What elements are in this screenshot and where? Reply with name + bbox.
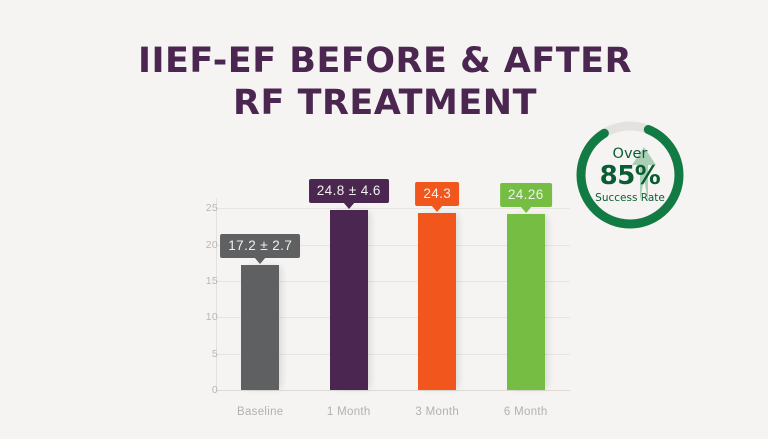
- badge-over-label: Over: [612, 145, 648, 162]
- badge-sub-label: Success Rate: [595, 191, 665, 204]
- bar[interactable]: [506, 213, 545, 390]
- x-tick-label: 3 Month: [415, 406, 460, 418]
- page-title: IIEF-EF BEFORE & AFTER RF TREATMENT: [60, 40, 710, 124]
- tooltip-pointer: [254, 256, 267, 264]
- title-line-2: RF TREATMENT: [233, 83, 537, 123]
- success-rate-badge: Over 85% Success Rate: [572, 117, 688, 233]
- bar[interactable]: [241, 264, 280, 390]
- bar[interactable]: [418, 213, 457, 390]
- badge-percent-label: 85%: [599, 160, 661, 191]
- y-tick-label: 10: [205, 311, 218, 324]
- x-tick-label: 1 Month: [326, 406, 371, 418]
- y-tick-label: 20: [205, 238, 218, 251]
- title-line-1: IIEF-EF BEFORE & AFTER: [137, 41, 633, 81]
- x-axis-line: [216, 390, 570, 391]
- y-tick-label: 15: [205, 274, 218, 287]
- bar-chart: 0 5 10 15 20 25 17.2 ± 2.7 24.8 ± 4.6 24.3 24.26…: [180, 178, 570, 435]
- bar-value-label: 24.26: [499, 182, 552, 213]
- gridline: [216, 280, 570, 282]
- gridline: [216, 244, 570, 246]
- bar-value-label: 24.8 ± 4.6: [308, 178, 389, 209]
- tooltip-pointer: [431, 205, 444, 213]
- y-axis-line: [216, 198, 217, 390]
- tooltip-pointer: [342, 201, 355, 209]
- badge-text-block: Over 85% Success Rate: [572, 117, 688, 233]
- x-tick-label: Baseline: [236, 406, 284, 418]
- gridline: [216, 317, 570, 319]
- up-arrow-icon: [632, 147, 656, 201]
- gridline: [216, 353, 570, 355]
- y-tick-label: 0: [211, 384, 218, 396]
- bar-value-label: 24.3: [415, 182, 460, 213]
- gridline: [216, 208, 570, 210]
- x-tick-label: 6 Month: [503, 406, 548, 418]
- bar-value-label: 17.2 ± 2.7: [220, 233, 301, 264]
- y-tick-label: 5: [211, 347, 218, 360]
- y-tick-label: 25: [205, 202, 218, 215]
- bar[interactable]: [329, 209, 368, 390]
- ring-progress: [576, 121, 684, 229]
- badge-ring-graphic: [576, 121, 684, 229]
- tooltip-pointer: [519, 205, 532, 213]
